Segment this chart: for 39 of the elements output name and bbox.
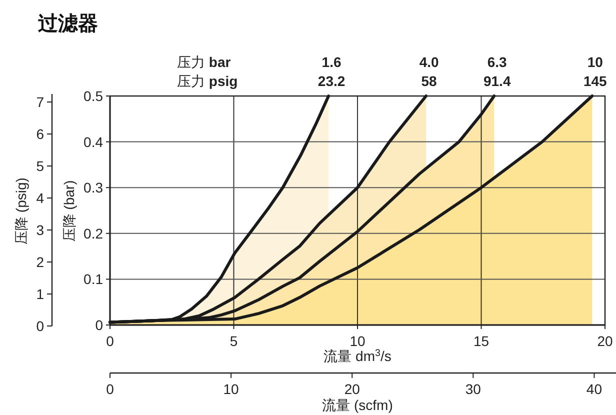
annotation: 6.3: [487, 54, 508, 70]
chart-title: 过滤器: [37, 13, 98, 35]
y-tick-label: 0.4: [84, 134, 104, 150]
x-tick-label: 5: [230, 333, 238, 349]
annotation: 1.6: [322, 54, 342, 70]
y2-tick-label: 2: [36, 254, 44, 270]
annotation: 145: [583, 73, 608, 89]
annotation: 10: [587, 54, 604, 70]
y-tick-label: 0.2: [84, 225, 104, 242]
text: 压力 psig: [177, 73, 238, 89]
y2-tick-label: 4: [36, 190, 44, 206]
y2-tick-label: 6: [36, 126, 44, 142]
y-tick-label: 0: [95, 317, 104, 333]
y-tick-label: 0.3: [84, 180, 104, 196]
x2-axis-title: 流量 (scfm): [322, 397, 393, 413]
y-tick-label: 0.1: [84, 271, 104, 288]
annotation: 4.0: [419, 54, 439, 70]
x-tick-label: 20: [597, 333, 613, 349]
x2-tick-label: 30: [465, 381, 482, 397]
x2-tick-label: 40: [586, 381, 602, 397]
y2-tick-label: 1: [36, 286, 44, 302]
x2-tick-label: 20: [344, 381, 360, 397]
x2-tick-label: 10: [223, 381, 240, 397]
x-axis-title: 流量 dm$^{3}$/s: [324, 348, 392, 364]
x-tick-label: 0: [106, 333, 114, 349]
annotation: 23.2: [318, 73, 346, 89]
annotation: 58: [421, 73, 438, 89]
x-tick-label: 15: [473, 333, 490, 349]
text: 压力 bar: [177, 54, 232, 70]
y2-tick-label: 7: [36, 94, 44, 110]
y2-tick-label: 0: [36, 318, 44, 334]
y2-axis-title: 压降 (psig): [13, 178, 29, 244]
x2-tick-label: 0: [106, 381, 114, 397]
annotation: 91.4: [483, 73, 511, 89]
y-axis-title: 压降 (bar): [61, 180, 77, 242]
x-tick-label: 10: [350, 333, 366, 349]
y2-tick-label: 3: [36, 222, 44, 238]
y2-tick-label: 5: [36, 158, 44, 174]
y-tick-label: 0.5: [84, 88, 104, 104]
